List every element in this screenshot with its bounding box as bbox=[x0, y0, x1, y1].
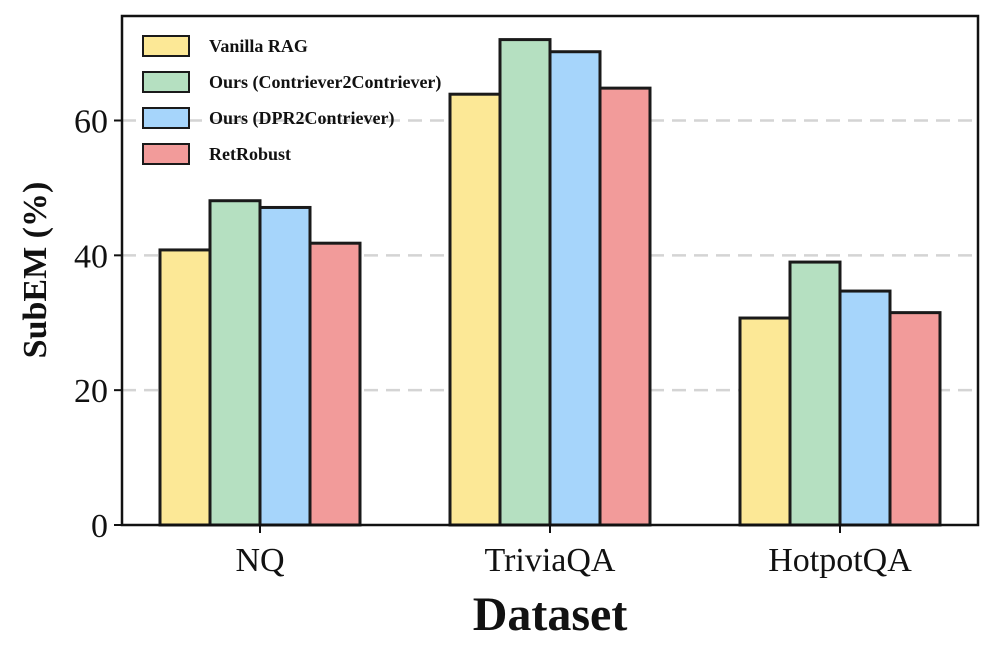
bar-nq-series-1 bbox=[158, 248, 212, 527]
bar-triviaqa-series-1 bbox=[448, 92, 502, 527]
legend-swatch bbox=[142, 143, 190, 165]
legend-entry: Ours (DPR2Contriever) bbox=[209, 108, 394, 129]
x-axis-label: Dataset bbox=[473, 588, 628, 641]
bar-triviaqa-series-2 bbox=[498, 38, 552, 527]
legend-swatch bbox=[142, 35, 190, 57]
y-tick-label: 0 bbox=[91, 508, 108, 545]
bar-nq-series-2 bbox=[208, 199, 262, 527]
bar-hotpotqa-series-3 bbox=[838, 289, 892, 527]
bar-hotpotqa-series-1 bbox=[738, 316, 792, 527]
y-tick-label: 60 bbox=[74, 103, 108, 140]
bars bbox=[158, 38, 942, 527]
x-tick-label: HotpotQA bbox=[768, 542, 912, 579]
x-tick-label: NQ bbox=[235, 542, 284, 579]
bar-triviaqa-series-3 bbox=[548, 50, 602, 527]
y-axis-label: SubEM (%) bbox=[17, 182, 54, 359]
bar-nq-series-3 bbox=[258, 205, 312, 527]
legend-entry: Ours (Contriever2Contriever) bbox=[209, 72, 441, 93]
bar-hotpotqa-series-2 bbox=[788, 260, 842, 527]
bar-hotpotqa-series-4 bbox=[888, 311, 942, 527]
legend-swatch bbox=[142, 71, 190, 93]
y-tick-label: 20 bbox=[74, 373, 108, 410]
legend-entry: RetRobust bbox=[209, 144, 291, 164]
legend-entry: Vanilla RAG bbox=[209, 36, 308, 56]
y-axis-ticks: 0 20 40 60 bbox=[74, 103, 122, 545]
bar-triviaqa-series-4 bbox=[598, 86, 652, 527]
legend-swatch bbox=[142, 107, 190, 129]
bar-nq-series-4 bbox=[308, 241, 362, 527]
y-tick-label: 40 bbox=[74, 238, 108, 275]
x-tick-label: TriviaQA bbox=[485, 542, 616, 579]
x-axis-ticks: NQ TriviaQA HotpotQA bbox=[235, 525, 912, 579]
legend: Vanilla RAG Ours (Contriever2Contriever) O… bbox=[142, 35, 441, 165]
